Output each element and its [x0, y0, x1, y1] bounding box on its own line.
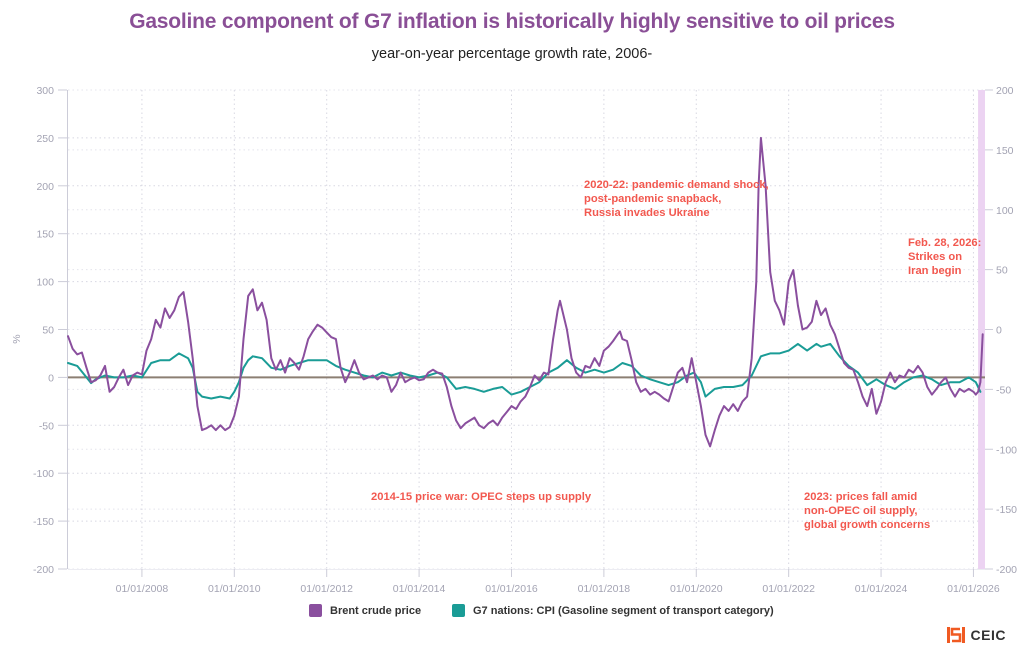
annotation-line: Feb. 28, 2026:: [908, 237, 981, 249]
series-line-g7-cpi: [67, 342, 982, 400]
y-tick-label-right: 200: [996, 85, 1014, 97]
ceic-brand: CEIC: [946, 627, 1006, 643]
x-tick-label: 01/01/2012: [300, 583, 353, 595]
x-tick-label: 01/01/2014: [393, 583, 446, 595]
chart-title: Gasoline component of G7 inflation is hi…: [129, 10, 895, 33]
legend: Brent crude price G7 nations: CPI (Gasol…: [0, 604, 1024, 622]
x-tick-label: 01/01/2016: [485, 583, 538, 595]
y-tick-label-right: -150: [996, 504, 1017, 516]
legend-label-g7-cpi: G7 nations: CPI (Gasoline segment of tra…: [473, 604, 774, 617]
axes: 300 250 200 150 100 50 0 -50 -100 -150 -200% 200 150…: [11, 85, 1017, 595]
highlight-band: [978, 90, 985, 569]
y-tick-label-left: -50: [39, 420, 54, 432]
legend-swatch-brent: [309, 604, 322, 617]
brand-name: CEIC: [970, 627, 1006, 643]
ceic-logo-icon: [946, 627, 965, 643]
y-tick-label-left: -100: [33, 468, 54, 480]
annotation-line: Strikes on: [908, 251, 962, 263]
y-tick-label-right: -200: [996, 564, 1017, 576]
y-tick-label-right: 100: [996, 205, 1014, 217]
y-axis-label: %: [11, 334, 23, 343]
y-tick-label-right: -100: [996, 444, 1017, 456]
y-tick-label-left: 100: [36, 277, 54, 289]
annotation-iran-strikes: Feb. 28, 2026: Strikes on Iran begin: [908, 237, 985, 277]
line-chart: 300 250 200 150 100 50 0 -50 -100 -150 -200% 200 150…: [11, 85, 1017, 595]
x-tick-label: 01/01/2026: [947, 583, 1000, 595]
annotation-pandemic: 2020-22: pandemic demand shock, post-pan…: [584, 179, 772, 219]
y-tick-label-left: 150: [36, 229, 54, 241]
annotations: 2020-22: pandemic demand shock, post-pan…: [371, 179, 985, 531]
x-tick-label: 01/01/2018: [578, 583, 631, 595]
y-tick-label-right: -50: [996, 384, 1011, 396]
series-layer: [67, 136, 984, 448]
highlight-band-layer: [978, 90, 985, 569]
y-tick-label-left: 50: [42, 325, 54, 337]
x-tick-label: 01/01/2020: [670, 583, 723, 595]
annotation-line: 2020-22: pandemic demand shock,: [584, 179, 769, 191]
annotation-line: global growth concerns: [804, 519, 930, 531]
y-tick-label-right: 50: [996, 265, 1008, 277]
y-tick-label-left: 0: [48, 372, 54, 384]
y-tick-label-left: 200: [36, 181, 54, 193]
legend-swatch-g7-cpi: [452, 604, 465, 617]
annotation-2023: 2023: prices fall amid non-OPEC oil supp…: [804, 491, 930, 531]
annotation-line: 2023: prices fall amid: [804, 491, 917, 503]
x-tick-label: 01/01/2010: [208, 583, 261, 595]
annotation-line: 2014-15 price war: OPEC steps up supply: [371, 491, 592, 503]
chart-subtitle: year-on-year percentage growth rate, 200…: [371, 46, 653, 62]
y-tick-label-left: -150: [33, 516, 54, 528]
y-tick-label-left: 250: [36, 133, 54, 145]
y-tick-label-right: 150: [996, 145, 1014, 157]
legend-label-brent: Brent crude price: [330, 604, 422, 617]
series-line-brent: [67, 136, 984, 448]
y-tick-label-right: 0: [996, 325, 1002, 337]
annotation-line: Iran begin: [908, 265, 962, 277]
annotation-line: Russia invades Ukraine: [584, 207, 710, 219]
annotation-line: post-pandemic snapback,: [584, 193, 721, 205]
annotation-line: non-OPEC oil supply,: [804, 505, 918, 517]
x-tick-label: 01/01/2024: [855, 583, 908, 595]
y-tick-label-left: 300: [36, 85, 54, 97]
legend-item-brent[interactable]: Brent crude price: [309, 604, 421, 617]
y-tick-label-left: -200: [33, 564, 54, 576]
x-tick-label: 01/01/2008: [116, 583, 169, 595]
gridlines: [68, 89, 985, 570]
legend-item-g7-cpi[interactable]: G7 nations: CPI (Gasoline segment of tra…: [452, 604, 774, 617]
annotation-price-war: 2014-15 price war: OPEC steps up supply: [371, 491, 592, 503]
x-tick-label: 01/01/2022: [762, 583, 815, 595]
